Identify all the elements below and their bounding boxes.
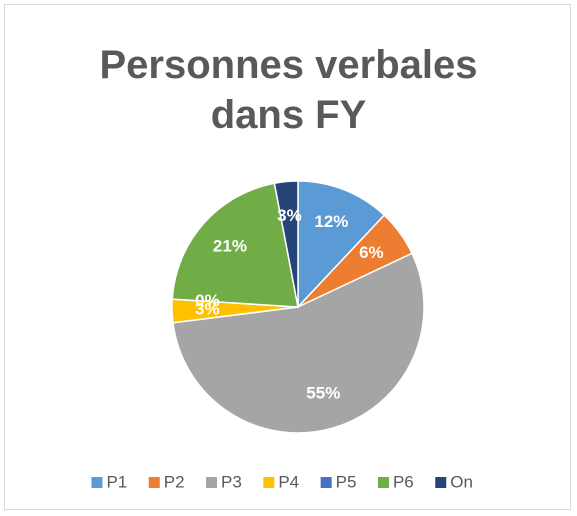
pie-slice — [172, 252, 425, 434]
legend-swatch — [377, 477, 389, 488]
data-label: 3% — [195, 299, 220, 318]
legend-swatch — [435, 477, 447, 488]
pie-slice — [273, 180, 299, 308]
legend-swatch — [263, 477, 275, 488]
legend-swatch — [148, 477, 160, 488]
legend-label: P5 — [336, 472, 357, 491]
legend-label: P2 — [164, 472, 185, 491]
legend-label: P4 — [278, 472, 299, 491]
data-label: 21% — [213, 236, 247, 255]
legend-label: On — [450, 472, 473, 491]
chart-title: Personnes verbales dans FY — [99, 43, 478, 137]
legend-swatch — [320, 477, 332, 488]
data-label: 6% — [359, 243, 384, 262]
legend-label: P1 — [106, 472, 127, 491]
data-label: 55% — [306, 384, 340, 403]
data-label: 12% — [314, 212, 348, 231]
pie-slice — [297, 180, 386, 309]
legend-swatch — [206, 477, 218, 488]
legend-label: P3 — [221, 472, 242, 491]
legend-swatch — [91, 477, 103, 488]
chart-frame — [4, 4, 571, 510]
data-label: 3% — [277, 206, 302, 225]
legend-label: P6 — [393, 472, 414, 491]
pie-slice — [171, 182, 299, 308]
data-label: 0% — [195, 291, 220, 310]
